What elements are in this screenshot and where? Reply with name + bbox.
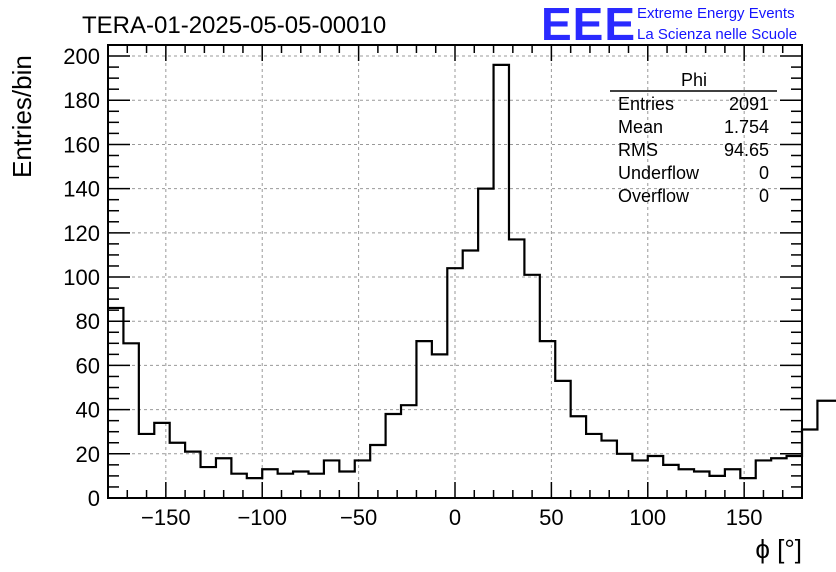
stats-rms-label: RMS [618, 140, 658, 160]
x-tick-label: −50 [340, 505, 377, 530]
x-tick-label: 0 [449, 505, 461, 530]
grid-lines [108, 45, 802, 498]
y-tick-label: 60 [76, 353, 100, 378]
y-tick-label: 120 [63, 221, 100, 246]
y-tick-label: 200 [63, 44, 100, 69]
eee-logo-mark: EEE [541, 0, 636, 50]
stats-mean-label: Mean [618, 117, 663, 137]
chart-title: TERA-01-2025-05-05-00010 [82, 12, 386, 39]
stats-mean-value: 1.754 [724, 117, 769, 137]
stats-entries-value: 2091 [729, 94, 769, 114]
y-tick-label: 100 [63, 265, 100, 290]
y-tick-label: 80 [76, 309, 100, 334]
y-tick-label: 140 [63, 177, 100, 202]
y-axis-title: Entries/bin [7, 55, 37, 178]
x-axis-title: ϕ [°] [755, 534, 802, 564]
x-tick-label: 50 [539, 505, 563, 530]
stats-underflow-value: 0 [759, 163, 769, 183]
y-tick-label: 180 [63, 88, 100, 113]
stats-rms-value: 94.65 [724, 140, 769, 160]
stats-box: Phi Entries 2091 Mean 1.754 RMS 94.65 Un… [610, 70, 777, 206]
y-tick-label: 160 [63, 132, 100, 157]
stats-overflow-label: Overflow [618, 186, 690, 206]
y-tick-label: 40 [76, 398, 100, 423]
stats-box-name: Phi [681, 70, 707, 90]
x-tick-labels: −150 −100 −50 0 50 100 150 [141, 505, 762, 530]
axis-ticks [107, 44, 803, 499]
eee-logo: EEE Extreme Energy Events La Scienza nel… [541, 0, 797, 50]
x-tick-label: −100 [237, 505, 287, 530]
x-tick-label: 100 [629, 505, 666, 530]
stats-entries-label: Entries [618, 94, 674, 114]
x-tick-label: 150 [726, 505, 763, 530]
stats-underflow-label: Underflow [618, 163, 700, 183]
x-tick-label: −150 [141, 505, 191, 530]
y-tick-label: 20 [76, 442, 100, 467]
stats-overflow-value: 0 [759, 186, 769, 206]
y-tick-label: 0 [88, 486, 100, 511]
y-tick-labels: 0 20 40 60 80 100 120 140 160 180 200 [63, 44, 100, 511]
histogram-series-phi [108, 63, 836, 480]
logo-line-2: La Scienza nelle Scuole [637, 26, 797, 43]
logo-line-1: Extreme Energy Events [637, 5, 795, 22]
